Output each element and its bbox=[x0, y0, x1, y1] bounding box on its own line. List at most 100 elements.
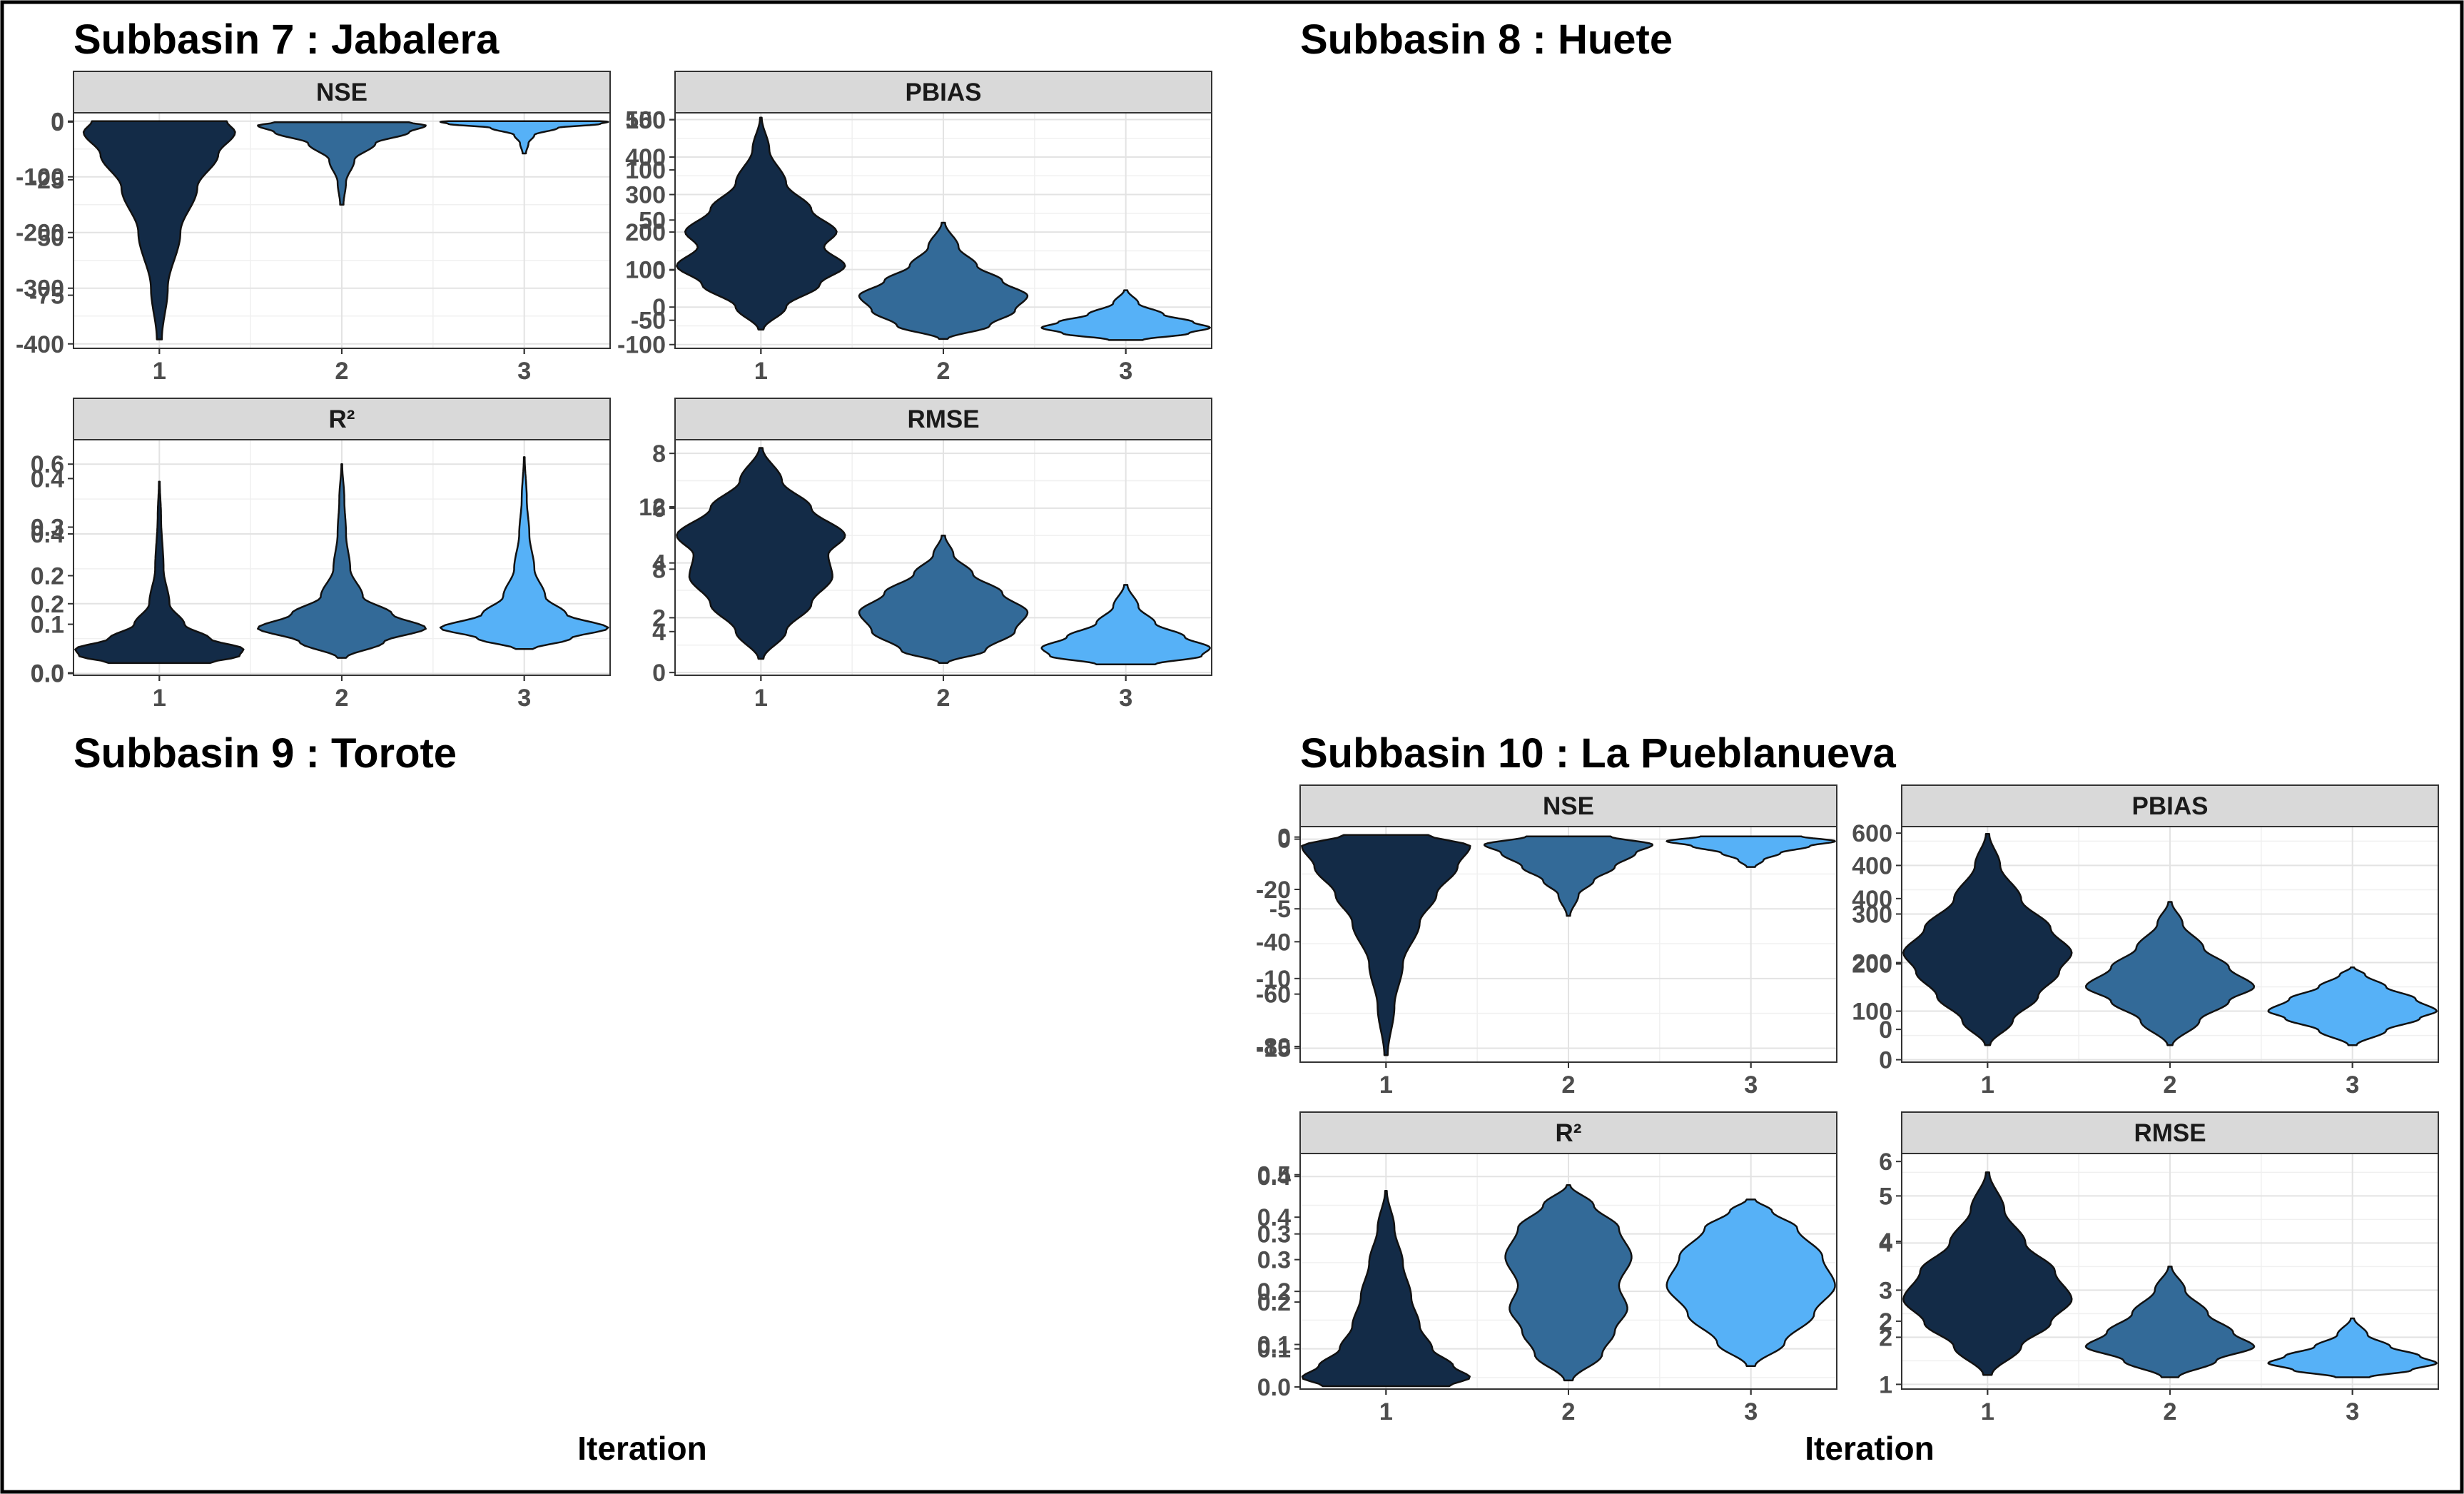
x-tick-label: 3 bbox=[517, 358, 531, 385]
panel-8-r: R²0.00.20.40.61 2 3 bbox=[31, 398, 611, 712]
facet-strip bbox=[1901, 1111, 2439, 1154]
y-tick-label: -75 bbox=[29, 283, 64, 310]
facet-strip bbox=[1299, 784, 1837, 827]
y-tick-label: 4 bbox=[1879, 1230, 1892, 1257]
subbasin-title-7: Subbasin 7 : Jabalera bbox=[73, 16, 500, 63]
x-tick-label: 3 bbox=[1744, 1398, 1758, 1425]
x-tick-label: 1 bbox=[153, 685, 166, 712]
y-tick-label: 0.2 bbox=[1257, 1289, 1291, 1316]
y-tick-label: 0 bbox=[652, 257, 666, 284]
y-tick-label: 12 bbox=[639, 494, 666, 521]
facet-strip-label: RMSE bbox=[907, 405, 979, 433]
violin-iteration-1 bbox=[1902, 832, 2073, 1046]
x-tick-label: 1 bbox=[1981, 1398, 1994, 1425]
x-tick-label: 1 bbox=[1379, 1398, 1393, 1425]
x-tick-label: 2 bbox=[1562, 1071, 1576, 1099]
y-tick-label: 0.1 bbox=[1257, 1332, 1291, 1359]
y-tick-label: -15 bbox=[1256, 1035, 1291, 1062]
x-tick-label: 3 bbox=[2346, 1071, 2359, 1099]
y-tick-label: 0.3 bbox=[1257, 1221, 1291, 1248]
violin-iteration-1 bbox=[82, 120, 236, 340]
violin-iteration-3 bbox=[1666, 1198, 1836, 1368]
y-tick-label: 400 bbox=[625, 144, 666, 171]
y-tick-label: 0.5 bbox=[1257, 1162, 1291, 1189]
x-tick-label: 3 bbox=[517, 685, 531, 712]
y-tick-label: -25 bbox=[29, 167, 64, 194]
y-tick-label: 0.4 bbox=[31, 465, 64, 493]
x-tick-label: 1 bbox=[1981, 1071, 1994, 1099]
x-tick-label: 1 bbox=[754, 685, 768, 712]
y-tick-label: -50 bbox=[631, 308, 666, 335]
facet-strip bbox=[1901, 784, 2439, 827]
y-tick-label: 0.2 bbox=[31, 591, 64, 618]
x-tick-label: 3 bbox=[1119, 685, 1132, 712]
x-tick-label: 2 bbox=[937, 358, 950, 385]
panel-8-nse: NSE 0 -100 -200 -300 -400 1 2 3 bbox=[16, 71, 611, 385]
violin-iteration-3 bbox=[2267, 1317, 2438, 1378]
y-tick-label: 100 bbox=[625, 157, 666, 184]
y-tick-label: 400 bbox=[1852, 886, 1892, 913]
y-tick-label: -100 bbox=[617, 332, 666, 359]
x-tick-label: 2 bbox=[2164, 1398, 2177, 1425]
y-tick-label: 300 bbox=[625, 182, 666, 209]
x-tick-label: 2 bbox=[1562, 1398, 1576, 1425]
y-tick-label: -100 bbox=[16, 164, 64, 191]
violin-iteration-2 bbox=[2084, 1266, 2256, 1378]
y-tick-label: 200 bbox=[1852, 950, 1892, 977]
y-tick-label: 100 bbox=[625, 257, 666, 284]
violin-iteration-2 bbox=[858, 221, 1029, 340]
y-tick-label: 4 bbox=[652, 550, 666, 577]
x-tick-label: 2 bbox=[335, 685, 349, 712]
y-tick-label: 8 bbox=[652, 556, 666, 583]
y-tick-label: 0.4 bbox=[1257, 1164, 1291, 1191]
y-tick-label: 400 bbox=[1852, 852, 1892, 879]
subbasin-title-10: Subbasin 10 : La Pueblanueva bbox=[1300, 730, 1897, 777]
y-tick-label: 50 bbox=[639, 207, 666, 234]
x-tick-label: 2 bbox=[937, 685, 950, 712]
y-tick-label: -200 bbox=[16, 220, 64, 247]
y-tick-label: 2 bbox=[1879, 1324, 1892, 1351]
y-tick-label: 200 bbox=[1852, 952, 1892, 979]
y-tick-label: -5 bbox=[1269, 896, 1291, 923]
x-tick-label: 1 bbox=[754, 685, 768, 712]
y-tick-label: 0 bbox=[51, 109, 64, 136]
x-tick-label: 2 bbox=[937, 685, 950, 712]
y-tick-label: -400 bbox=[16, 331, 64, 358]
x-tick-label: 1 bbox=[153, 358, 166, 385]
x-tick-label: 1 bbox=[754, 358, 768, 385]
y-tick-label: 4 bbox=[1879, 1228, 1892, 1256]
facet-strip-label: R² bbox=[329, 405, 355, 433]
y-tick-label: 1 bbox=[1879, 1371, 1892, 1398]
violin-iteration-3 bbox=[439, 456, 609, 650]
facet-strip-label: NSE bbox=[1543, 792, 1594, 820]
y-tick-label: -10 bbox=[1256, 966, 1291, 993]
panel-10-nse: NSE 0 -5 -10 -15 1 2 3 bbox=[1256, 784, 1837, 1099]
y-tick-label: 0 bbox=[1879, 1016, 1892, 1044]
violin-iteration-2 bbox=[2084, 901, 2256, 1046]
x-tick-label: 2 bbox=[2164, 1071, 2177, 1099]
x-tick-label: 3 bbox=[517, 358, 531, 385]
y-tick-label: 300 bbox=[1852, 901, 1892, 928]
y-tick-label: 0.0 bbox=[31, 661, 64, 688]
y-tick-label: 6 bbox=[1879, 1149, 1892, 1176]
y-tick-label: 2 bbox=[1879, 1308, 1892, 1336]
x-tick-label: 3 bbox=[1119, 358, 1132, 385]
x-tick-label: 3 bbox=[1744, 1398, 1758, 1425]
y-tick-label: 0 bbox=[652, 294, 666, 321]
y-tick-label: 200 bbox=[625, 219, 666, 246]
y-tick-label: -80 bbox=[1256, 1034, 1291, 1061]
y-tick-label: 0.0 bbox=[31, 660, 64, 687]
x-tick-label: 1 bbox=[1379, 1398, 1393, 1425]
facet-strip-label: PBIAS bbox=[906, 79, 982, 106]
facet-strip bbox=[73, 71, 611, 113]
y-tick-label: 600 bbox=[1852, 820, 1892, 847]
x-tick-label: 3 bbox=[2346, 1071, 2359, 1099]
x-tick-label: 1 bbox=[1379, 1071, 1393, 1099]
y-tick-label: 0.3 bbox=[1257, 1247, 1291, 1274]
violin-iteration-3 bbox=[1040, 584, 1211, 665]
x-tick-label: 3 bbox=[1744, 1071, 1758, 1099]
violin-iteration-3 bbox=[2267, 966, 2438, 1046]
x-axis-label-right: Iteration bbox=[1805, 1430, 1934, 1467]
y-tick-label: 6 bbox=[652, 495, 666, 523]
